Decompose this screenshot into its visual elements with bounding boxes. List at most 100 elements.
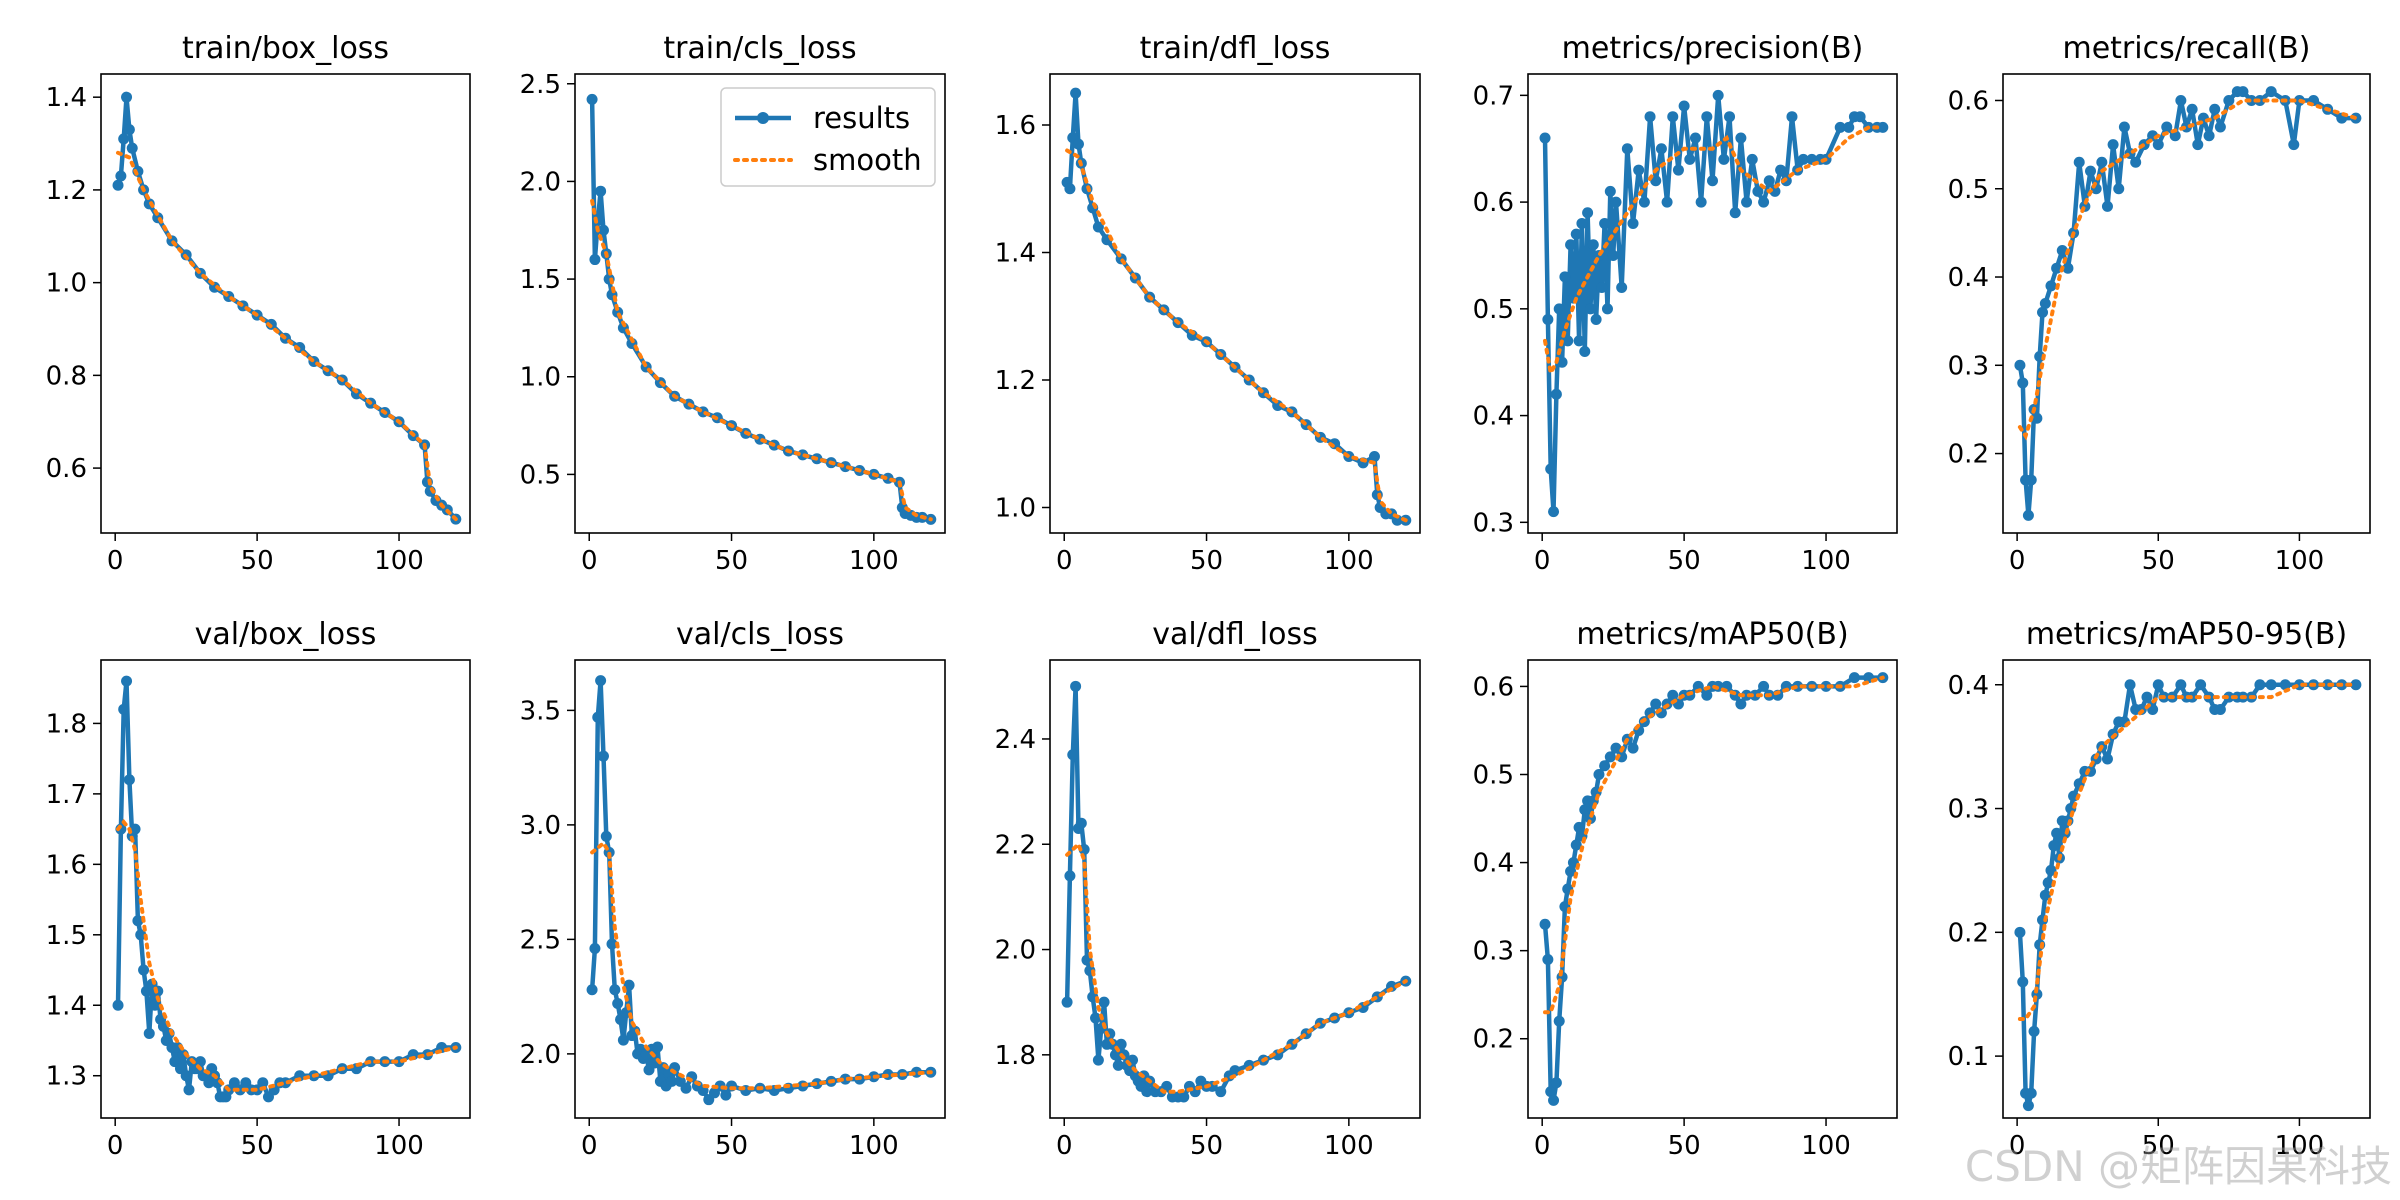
results-point [1542,314,1554,326]
results-point [2288,139,2300,151]
results-point [1834,121,1846,133]
x-tick-label: 50 [2142,546,2175,576]
results-point [1553,1015,1565,1027]
results-point [1599,760,1611,772]
results-point [1661,196,1673,208]
results-point [123,774,135,786]
results-point [2195,679,2207,691]
y-tick-label: 0.2 [1948,918,1989,948]
results-point [592,711,604,723]
results-point [680,1082,692,1094]
results-point [2203,130,2215,142]
results-point [617,1034,629,1046]
results-point [597,750,609,762]
y-tick-label: 1.4 [46,991,87,1021]
results-point [1604,185,1616,197]
legend-results-marker [757,112,769,124]
results-point [1090,1012,1102,1024]
subplot-title: metrics/recall(B) [2062,31,2310,66]
results-point [652,1041,664,1053]
x-tick-label: 100 [1324,546,1374,576]
results-point [149,999,161,1011]
y-tick-label: 2.0 [520,1040,561,1070]
results-point [2048,840,2060,852]
results-point [1610,742,1622,754]
results-point [1545,463,1557,475]
x-tick-label: 0 [581,1131,598,1161]
results-point [600,830,612,842]
smooth-line [1065,840,1408,1094]
results-point [2279,679,2291,691]
x-tick-label: 100 [2275,1131,2325,1161]
x-tick-label: 0 [1056,546,1073,576]
results-point [2152,139,2164,151]
y-tick-label: 1.5 [46,921,87,951]
subplot-title: train/dfl_loss [1140,31,1331,66]
legend-smooth-label: smooth [813,143,922,177]
results-point [183,1084,195,1096]
results-point [2223,691,2235,703]
results-point [1579,804,1591,816]
results-point [1570,839,1582,851]
results-point [1559,271,1571,283]
results-point [1758,196,1770,208]
results-point [2141,691,2153,703]
results-point [280,1077,291,1089]
results-point [2175,679,2187,691]
y-tick-label: 0.6 [46,454,87,484]
legend-results-label: results [813,101,910,135]
results-point [1650,175,1662,187]
y-tick-label: 2.2 [995,830,1036,860]
subplot-5: val/box_loss 0 50 100 1.3 1.4 1.5 1.6 1.7 1.8 [46,617,471,1161]
results-point [606,938,618,950]
results-point [720,1089,732,1101]
y-tick-label: 0.3 [1473,937,1514,967]
results-point [1064,183,1076,195]
results-point [1573,335,1585,347]
x-tick-label: 0 [1056,1131,1073,1161]
results-point [1548,1094,1560,1106]
results-point [1701,111,1713,123]
results-point [118,133,130,145]
results-point [595,675,607,687]
results-point [1098,996,1110,1008]
results-point [589,254,601,266]
results-point [1718,153,1730,165]
results-point [2113,183,2125,195]
y-tick-label: 0.4 [1473,402,1514,432]
results-point [1550,1077,1562,1089]
results-point [1746,153,1758,165]
x-tick-label: 100 [1801,1131,1851,1161]
results-point [1596,281,1608,293]
y-tick-label: 1.5 [520,265,561,295]
results-point [112,999,124,1011]
y-tick-label: 0.6 [1473,672,1514,702]
results-point [123,124,135,136]
results-point [1593,769,1605,780]
results-point [1843,121,1855,133]
results-point [2025,1087,2037,1099]
results-line [2017,89,2356,518]
results-point [135,929,147,941]
results-point [1741,196,1753,208]
smooth-line [116,818,458,1092]
x-tick-label: 100 [1801,546,1851,576]
axes-frame [100,73,471,534]
results-point [2051,262,2063,274]
y-tick-label: 3.0 [520,811,561,841]
results-point [1820,680,1832,692]
smooth-line [590,840,933,1091]
results-point [126,142,138,154]
results-point [1115,1038,1127,1050]
axes-frame [574,659,946,1119]
x-tick-label: 100 [849,1131,899,1161]
y-tick-label: 1.0 [995,494,1036,524]
x-tick-label: 100 [1324,1131,1374,1161]
results-point [597,224,609,236]
results-point [2209,103,2221,115]
watermark: CSDN @矩阵因果科技 [1964,1142,2392,1191]
results-point [2028,1025,2040,1037]
results-point [1672,164,1684,176]
y-tick-label: 2.0 [995,936,1036,966]
